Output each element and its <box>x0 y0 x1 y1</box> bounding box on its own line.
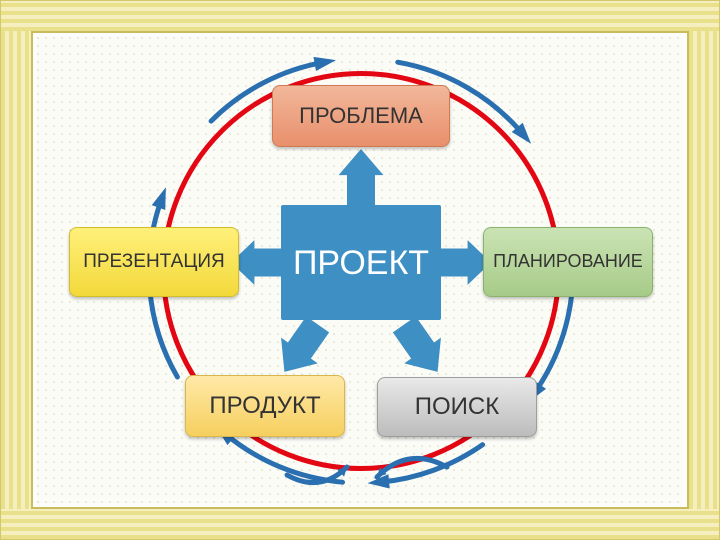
node-product: ПРОДУКТ <box>185 375 345 437</box>
node-presentation: ПРЕЗЕНТАЦИЯ <box>69 227 239 297</box>
node-problem-label: ПРОБЛЕМА <box>299 104 423 128</box>
diagram-canvas: ПРОЕКТ ПРОБЛЕМА ПЛАНИРОВАНИЕ ПОИСК ПРОДУ… <box>37 37 683 503</box>
node-planning-label: ПЛАНИРОВАНИЕ <box>493 252 643 272</box>
center-label: ПРОЕКТ <box>293 246 429 280</box>
node-product-label: ПРОДУКТ <box>209 393 320 419</box>
node-planning: ПЛАНИРОВАНИЕ <box>483 227 653 297</box>
node-search-label: ПОИСК <box>415 394 499 420</box>
node-presentation-label: ПРЕЗЕНТАЦИЯ <box>83 252 225 273</box>
node-problem: ПРОБЛЕМА <box>272 85 450 147</box>
ornamental-frame: ПРОЕКТ ПРОБЛЕМА ПЛАНИРОВАНИЕ ПОИСК ПРОДУ… <box>0 0 720 540</box>
node-search: ПОИСК <box>377 377 537 437</box>
center-node: ПРОЕКТ <box>281 205 441 320</box>
